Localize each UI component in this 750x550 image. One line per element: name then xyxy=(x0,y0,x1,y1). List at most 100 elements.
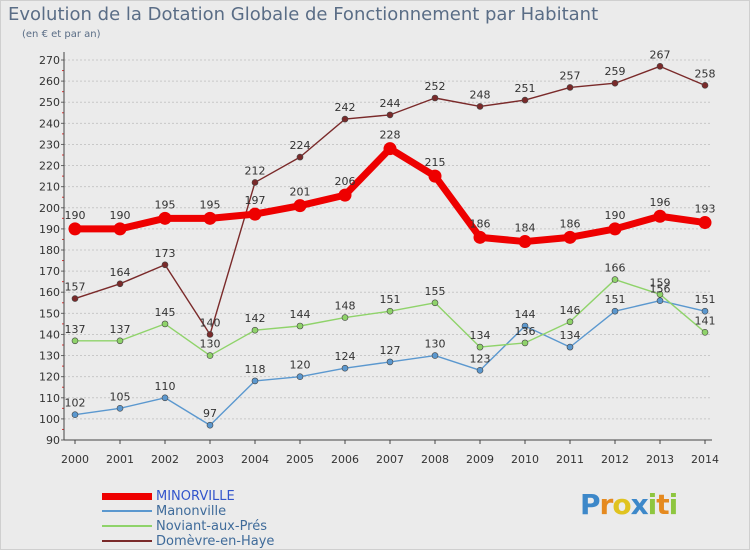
y-tick-label: 150 xyxy=(39,307,60,320)
data-label: 157 xyxy=(65,281,86,294)
data-point xyxy=(521,96,529,104)
x-tick-label: 2004 xyxy=(241,453,269,466)
data-label: 267 xyxy=(650,48,671,61)
data-label: 224 xyxy=(290,139,311,152)
data-point xyxy=(476,343,484,351)
data-label: 136 xyxy=(515,325,536,338)
data-label: 206 xyxy=(335,175,356,188)
logo-letter: r xyxy=(599,488,614,521)
data-point xyxy=(431,299,439,307)
x-tick-label: 2000 xyxy=(61,453,89,466)
legend-label: Manonville xyxy=(156,503,227,519)
data-label: 184 xyxy=(515,222,536,235)
data-point xyxy=(476,367,484,374)
grid xyxy=(64,59,712,441)
data-point xyxy=(428,169,442,183)
data-point xyxy=(293,199,307,213)
data-point xyxy=(698,216,712,230)
data-label: 148 xyxy=(335,300,356,313)
data-point xyxy=(341,364,349,372)
logo-letter: t xyxy=(656,488,669,521)
y-tick-label: 220 xyxy=(39,160,60,173)
data-point xyxy=(251,179,259,186)
proxiti-logo: Proxiti xyxy=(580,488,679,521)
legend-item: Domèvre-en-Haye xyxy=(102,533,275,549)
data-point xyxy=(566,343,574,351)
x-tick-label: 2001 xyxy=(106,453,134,466)
y-tick-label: 90 xyxy=(46,434,60,447)
data-point xyxy=(386,111,394,119)
legend-label: Domèvre-en-Haye xyxy=(156,533,275,549)
data-label: 120 xyxy=(290,359,311,372)
data-label: 242 xyxy=(335,101,356,114)
x-tick-label: 2008 xyxy=(421,453,449,466)
x-tick-label: 2005 xyxy=(286,453,314,466)
data-label: 201 xyxy=(290,186,311,199)
data-label: 190 xyxy=(65,209,86,222)
logo-letter: i xyxy=(668,488,679,521)
data-label: 151 xyxy=(695,293,716,306)
legend-label: Noviant-aux-Prés xyxy=(156,518,268,534)
data-label: 248 xyxy=(470,88,491,101)
data-point xyxy=(71,411,79,418)
data-point xyxy=(341,314,349,321)
data-point xyxy=(296,373,304,380)
y-tick-label: 190 xyxy=(39,223,60,236)
data-point xyxy=(161,320,169,328)
data-point xyxy=(158,211,172,225)
data-label: 137 xyxy=(65,323,86,336)
data-point xyxy=(206,421,214,429)
data-label: 212 xyxy=(245,164,266,177)
x-tick-label: 2009 xyxy=(466,453,494,466)
x-tick-label: 2013 xyxy=(646,453,674,466)
legend-item: Manonville xyxy=(102,503,227,519)
y-tick-label: 250 xyxy=(39,96,60,109)
y-tick-label: 270 xyxy=(39,54,60,67)
data-label: 228 xyxy=(380,129,401,142)
data-point xyxy=(71,295,79,302)
data-label: 134 xyxy=(470,329,491,342)
data-point xyxy=(476,103,484,110)
data-point xyxy=(656,297,664,304)
data-label: 105 xyxy=(110,390,131,403)
data-label: 146 xyxy=(560,304,581,317)
data-point xyxy=(251,326,259,334)
data-point xyxy=(116,337,124,345)
legend-swatch xyxy=(102,492,152,500)
logo-letter: o xyxy=(612,488,631,521)
data-point xyxy=(701,307,709,315)
data-label: 144 xyxy=(515,308,536,321)
data-point xyxy=(386,358,394,366)
data-labels: 190 190 195 195 197 201 206 228 215 186 184 186 190 1… xyxy=(65,48,716,420)
data-label: 190 xyxy=(110,209,131,222)
y-tick-label: 130 xyxy=(39,350,60,363)
legend-swatch xyxy=(102,540,152,542)
data-label: 195 xyxy=(155,198,176,211)
data-label: 252 xyxy=(425,80,446,93)
data-point xyxy=(386,307,394,315)
y-tick-label: 160 xyxy=(39,286,60,299)
data-label: 244 xyxy=(380,97,401,110)
logo-letter: P xyxy=(580,488,601,521)
y-tick-label: 100 xyxy=(39,413,60,426)
x-tick-label: 2002 xyxy=(151,453,179,466)
data-label: 257 xyxy=(560,69,581,82)
data-label: 196 xyxy=(650,196,671,209)
data-point xyxy=(521,339,529,347)
data-point xyxy=(116,280,124,288)
data-point xyxy=(383,142,397,156)
data-label: 215 xyxy=(425,156,446,169)
data-point xyxy=(116,405,124,412)
data-point xyxy=(296,153,304,161)
x-tick-label: 2011 xyxy=(556,453,584,466)
data-point xyxy=(71,337,79,345)
data-label: 130 xyxy=(200,338,221,351)
data-label: 155 xyxy=(425,285,446,298)
data-label: 195 xyxy=(200,198,221,211)
data-label: 140 xyxy=(200,316,221,329)
data-label: 151 xyxy=(605,293,626,306)
data-label: 134 xyxy=(560,329,581,342)
data-point xyxy=(518,235,532,249)
y-tick-label: 260 xyxy=(39,75,60,88)
